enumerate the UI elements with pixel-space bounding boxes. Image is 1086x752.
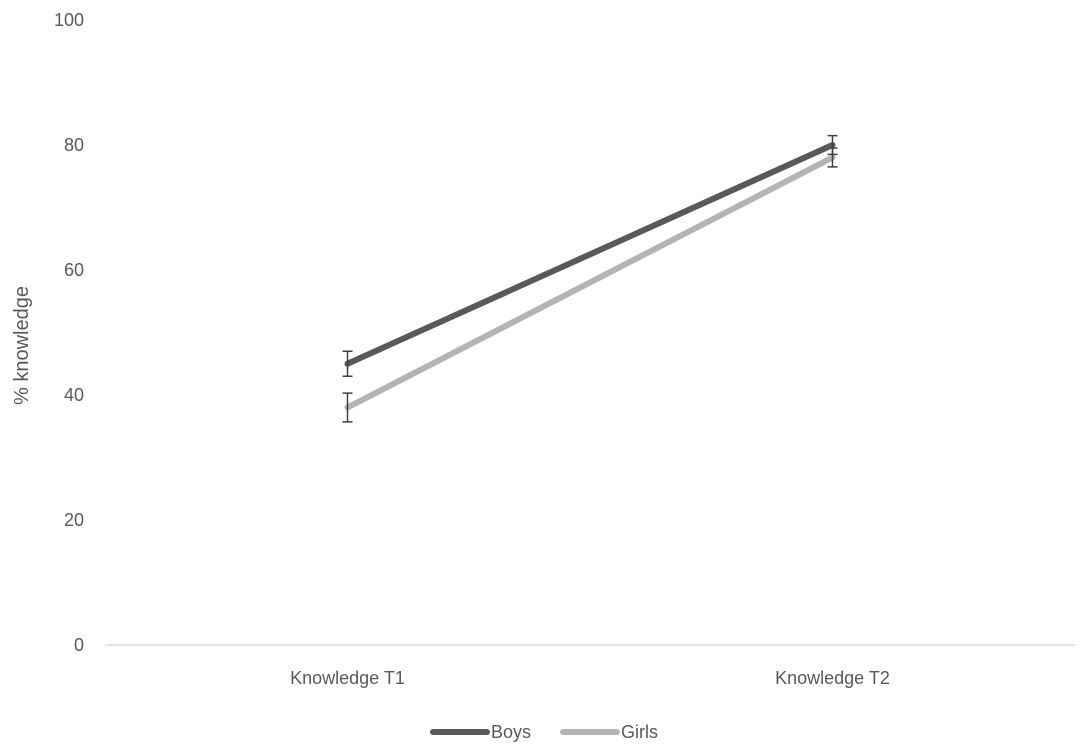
y-axis-ticks: 0 20 40 60 80 100: [54, 10, 84, 655]
error-bar: [342, 350, 353, 377]
y-tick-label: 0: [74, 635, 84, 655]
legend-item: Girls: [560, 722, 658, 742]
y-tick-label: 40: [64, 385, 84, 405]
x-tick-label: Knowledge T1: [290, 668, 405, 688]
error-bar: [827, 134, 838, 156]
x-tick-label: Knowledge T2: [775, 668, 890, 688]
y-tick-label: 100: [54, 10, 84, 30]
error-bar: [342, 392, 353, 423]
legend-item: Boys: [430, 722, 531, 742]
series-line: [344, 154, 836, 411]
series-boys: [342, 134, 838, 377]
legend-label: Girls: [621, 722, 658, 742]
series-girls: [342, 147, 838, 423]
y-tick-label: 60: [64, 260, 84, 280]
y-tick-label: 20: [64, 510, 84, 530]
legend-label: Boys: [491, 722, 531, 742]
series-group: [342, 134, 838, 423]
series-line: [344, 142, 836, 367]
y-tick-label: 80: [64, 135, 84, 155]
legend: Boys Girls: [430, 722, 658, 742]
y-axis-title: % knowledge: [11, 286, 33, 405]
x-axis-ticks: Knowledge T1 Knowledge T2: [290, 668, 890, 688]
